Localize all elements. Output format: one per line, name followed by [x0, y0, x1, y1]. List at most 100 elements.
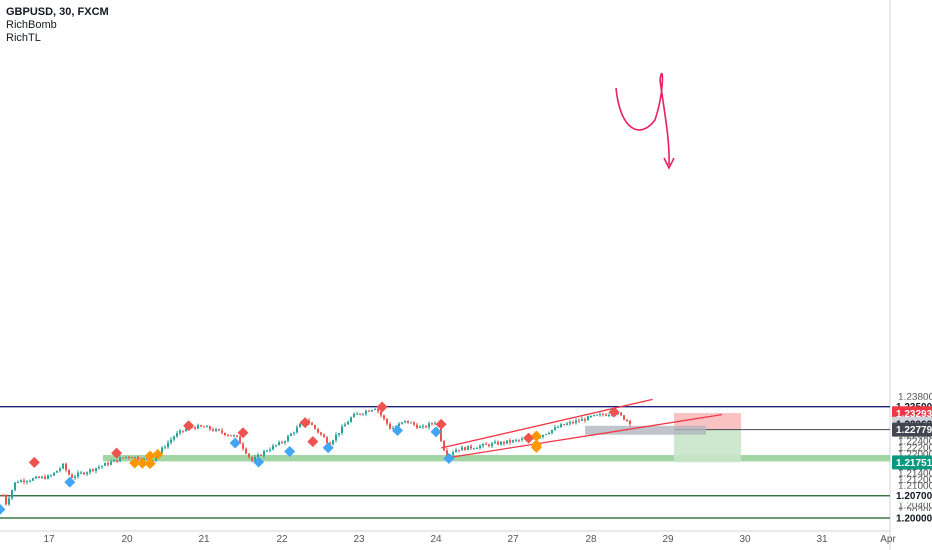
legend-indicator-richtl[interactable]: RichTL	[6, 32, 41, 44]
candle	[92, 468, 94, 473]
candle-body	[176, 433, 178, 437]
candle-body	[185, 428, 187, 431]
candle-body	[341, 426, 343, 434]
candle	[125, 456, 127, 459]
candle-body	[173, 436, 175, 440]
candle-body	[95, 468, 97, 471]
candle	[593, 414, 595, 417]
candle-body	[68, 470, 70, 475]
candle-body	[179, 430, 181, 434]
marker-red	[28, 456, 40, 468]
candle-body	[296, 427, 298, 433]
candle-body	[563, 424, 565, 426]
candle	[356, 411, 358, 415]
candle	[80, 470, 82, 475]
candle-body	[383, 415, 385, 419]
candle-body	[464, 447, 466, 451]
candle	[47, 474, 49, 480]
candle-body	[365, 410, 367, 414]
marker-red	[237, 427, 249, 439]
candles	[2, 408, 631, 506]
candle-body	[98, 466, 100, 469]
candle-body	[125, 456, 127, 458]
candle-body	[62, 463, 64, 469]
candle	[428, 421, 430, 430]
candle-body	[422, 425, 424, 427]
candle	[386, 418, 388, 426]
legend-indicator-richbomb[interactable]: RichBomb	[6, 19, 57, 31]
candle-body	[494, 442, 496, 444]
candle-body	[458, 449, 460, 451]
candle	[260, 454, 262, 457]
candle	[119, 455, 121, 463]
candle-body	[569, 422, 571, 424]
candle-body	[434, 423, 436, 425]
candle-body	[377, 408, 379, 412]
candle	[377, 408, 379, 414]
candle	[365, 409, 367, 417]
candle	[404, 420, 406, 424]
time-axis[interactable]: 17 20 21 22 23 24 27 28 29 30 31 Apr	[43, 534, 896, 545]
candle	[557, 425, 559, 429]
time-tick-label: 21	[198, 534, 210, 545]
price-tick-label: 1.20400	[898, 500, 932, 511]
candle	[41, 475, 43, 479]
candle	[44, 474, 46, 480]
price-axis[interactable]: 1.238001.236001.234001.232001.230001.228…	[892, 392, 932, 525]
candle-body	[290, 433, 292, 436]
candle-body	[380, 411, 382, 416]
candle-body	[392, 427, 394, 429]
legend-symbol[interactable]: GBPUSD, 30, FXCM	[6, 6, 109, 18]
candle	[77, 470, 79, 479]
candle-body	[623, 415, 625, 420]
candle-body	[113, 459, 115, 462]
candle-body	[65, 463, 67, 471]
candle	[35, 475, 37, 479]
candle-body	[398, 423, 400, 427]
candle-body	[26, 481, 28, 483]
candle-body	[83, 472, 85, 475]
candle	[548, 431, 550, 435]
candle	[350, 416, 352, 423]
projection-arrow	[663, 157, 675, 170]
candle	[218, 428, 220, 432]
candle-body	[629, 420, 631, 425]
candle	[227, 434, 229, 437]
candle	[407, 420, 409, 424]
time-tick-label: 20	[121, 534, 133, 545]
candle-body	[407, 420, 409, 423]
candle-body	[56, 470, 58, 473]
candle	[413, 421, 415, 427]
candle-body	[311, 422, 313, 426]
candle	[503, 441, 505, 446]
candle-body	[38, 476, 40, 479]
candle	[200, 424, 202, 428]
price-tick-label: 1.22200	[898, 443, 932, 454]
candle-body	[497, 442, 499, 445]
signal-markers	[0, 401, 620, 515]
candle-body	[74, 476, 76, 478]
candle	[278, 440, 280, 446]
candle-body	[425, 425, 427, 428]
candle	[566, 421, 568, 426]
candle-body	[593, 414, 595, 417]
candle	[572, 420, 574, 425]
candle	[17, 480, 19, 484]
candle-body	[116, 459, 118, 462]
candle-body	[35, 476, 37, 479]
candle	[479, 443, 481, 450]
candle	[410, 421, 412, 424]
candle-body	[209, 426, 211, 430]
candle	[32, 477, 34, 482]
candle	[11, 489, 13, 501]
candle-body	[506, 440, 508, 444]
candle-body	[218, 429, 220, 431]
time-tick-label: 30	[739, 534, 751, 545]
candle	[416, 422, 418, 430]
candle-body	[326, 437, 328, 443]
candle	[161, 446, 163, 454]
candle	[545, 433, 547, 436]
candle	[371, 409, 373, 413]
candle	[587, 415, 589, 421]
